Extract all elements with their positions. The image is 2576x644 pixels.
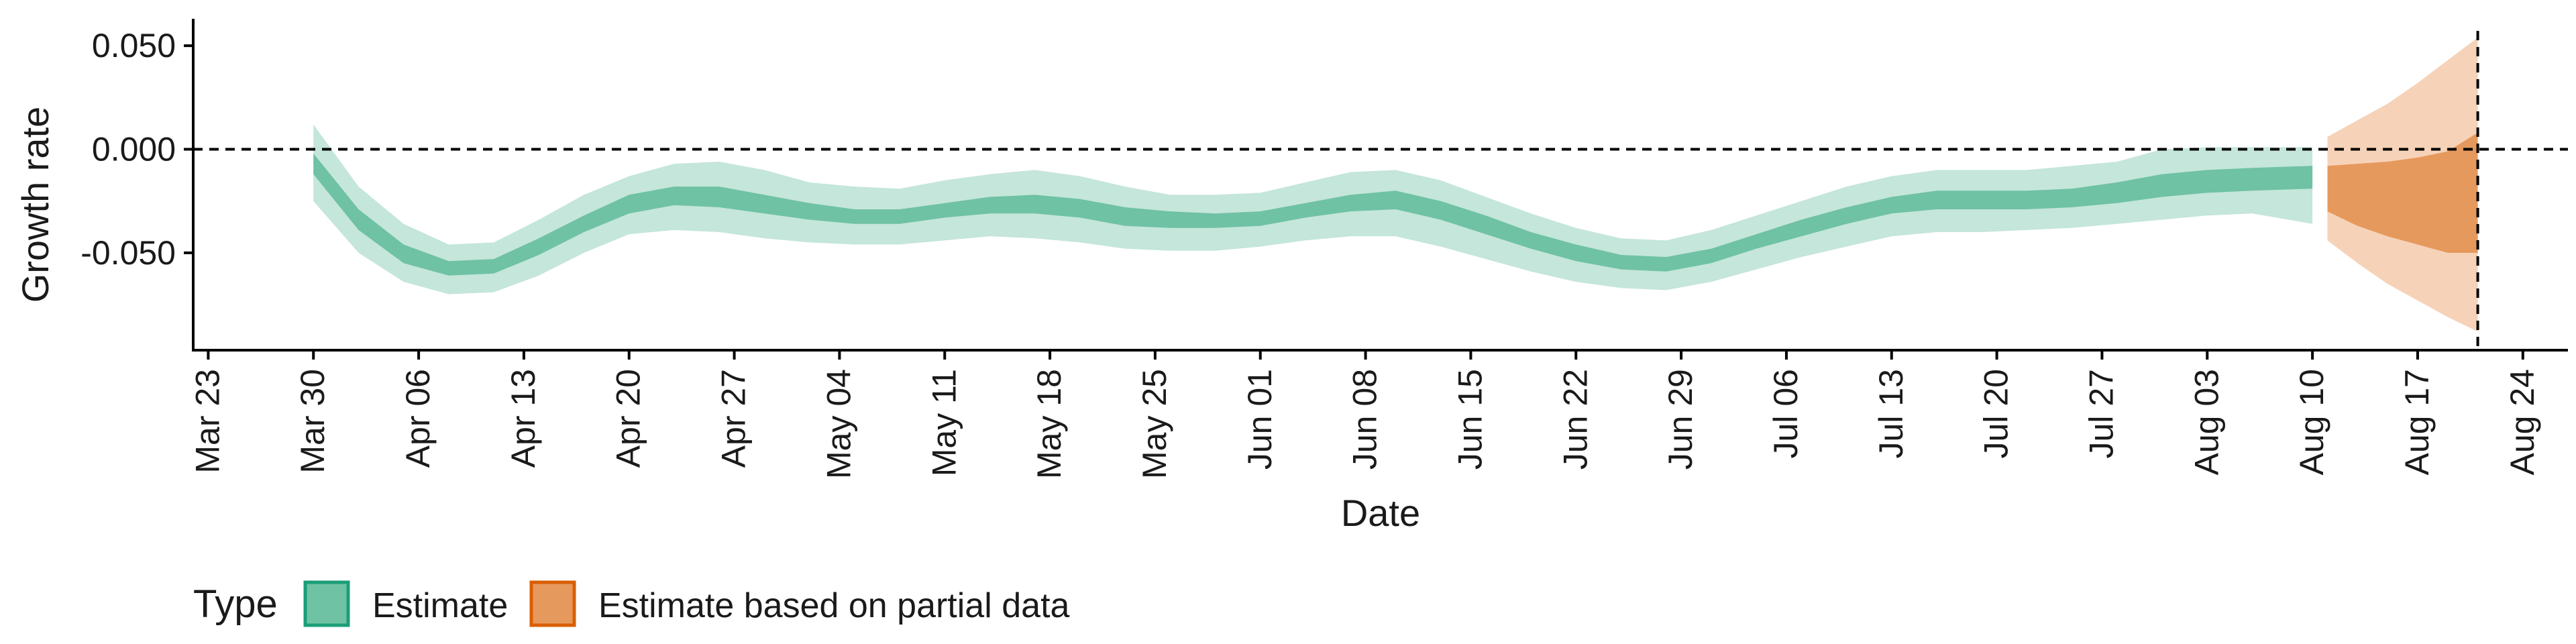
legend-title: Type xyxy=(193,582,278,626)
y-axis-title: Growth rate xyxy=(14,107,56,303)
reference-lines xyxy=(193,31,2568,350)
x-tick-label: Aug 17 xyxy=(2398,369,2436,475)
x-tick-label: Jun 08 xyxy=(1346,369,1384,470)
x-tick-label: Apr 20 xyxy=(610,369,647,468)
x-tick-label: Aug 24 xyxy=(2504,369,2541,475)
x-tick-label: Mar 23 xyxy=(189,369,226,474)
legend-key-estimate xyxy=(303,580,350,627)
x-axis-ticks: Mar 23 Mar 30 Apr 06 Apr 13 Apr 20 Apr 27 May … xyxy=(189,350,2541,479)
x-tick-label: Apr 27 xyxy=(715,369,753,468)
legend: Type Estimate Estimate based on partial … xyxy=(193,580,1070,627)
y-tick-label: 0.050 xyxy=(92,27,176,64)
x-tick-label: Jul 13 xyxy=(1872,369,1910,458)
legend-key-partial xyxy=(529,580,576,627)
bands-layer xyxy=(313,37,2478,332)
y-axis-ticks: 0.050 0.000 -0.050 xyxy=(80,27,193,272)
legend-label-partial: Estimate based on partial data xyxy=(598,586,1070,625)
x-tick-label: Jun 22 xyxy=(1556,369,1594,470)
x-tick-label: May 04 xyxy=(820,369,857,479)
x-tick-label: May 18 xyxy=(1030,369,1068,479)
x-tick-label: May 25 xyxy=(1136,369,1173,479)
x-tick-label: May 11 xyxy=(925,369,963,476)
y-tick-label: 0.000 xyxy=(92,131,176,168)
estimate-inner-band xyxy=(313,153,2313,276)
partial-inner-band xyxy=(2327,132,2478,253)
x-tick-label: Mar 30 xyxy=(294,369,331,474)
x-tick-label: Aug 10 xyxy=(2293,369,2330,475)
x-axis-title: Date xyxy=(1341,492,1420,534)
x-tick-label: Jul 20 xyxy=(1978,369,2015,458)
x-tick-label: Apr 13 xyxy=(504,369,542,468)
x-tick-label: Jun 01 xyxy=(1241,369,1279,470)
x-tick-label: Jun 29 xyxy=(1662,369,1699,470)
x-tick-label: Aug 03 xyxy=(2188,369,2225,475)
axes-layer xyxy=(192,19,2568,352)
x-tick-label: Jul 27 xyxy=(2082,369,2120,458)
x-tick-label: Apr 06 xyxy=(399,369,437,468)
legend-label-estimate: Estimate xyxy=(372,586,508,625)
x-tick-label: Jul 06 xyxy=(1767,369,1805,458)
x-tick-label: Jun 15 xyxy=(1451,369,1489,470)
y-tick-label: -0.050 xyxy=(80,234,176,272)
